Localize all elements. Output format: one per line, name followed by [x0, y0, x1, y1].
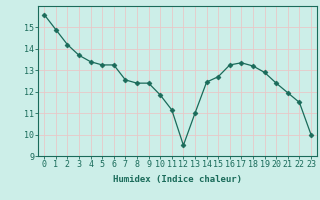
- X-axis label: Humidex (Indice chaleur): Humidex (Indice chaleur): [113, 175, 242, 184]
